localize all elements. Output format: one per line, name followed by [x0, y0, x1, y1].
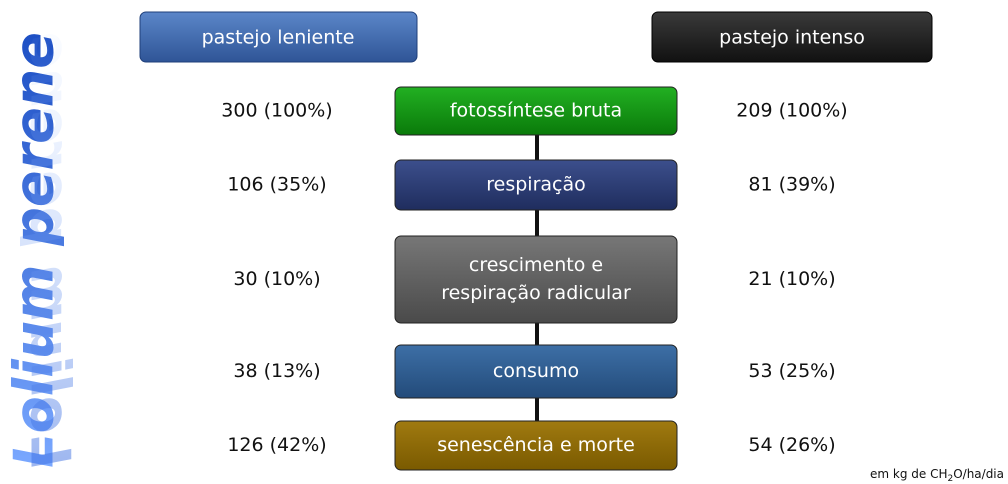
node-box: [394, 344, 678, 399]
rows: fotossíntese bruta 300 (100%) 209 (100%) re…: [221, 86, 848, 471]
header-box: [651, 11, 933, 63]
node-label: consumo: [493, 360, 579, 382]
value-leniente: 300 (100%): [221, 100, 332, 122]
node-box: [394, 420, 678, 471]
title-reflection: Lolium perene: [18, 32, 81, 468]
footnote-text: em kg de CH: [870, 467, 947, 481]
node-label: crescimento e: [469, 254, 603, 276]
header-box: [139, 11, 418, 63]
footnote-text: O/ha/dia: [953, 467, 1004, 481]
header-right: pastejo intenso: [719, 27, 865, 49]
value-intenso: 54 (26%): [748, 434, 835, 456]
value-intenso: 81 (39%): [748, 174, 835, 196]
node-label: respiração: [486, 174, 586, 196]
footnote: em kg de CH2O/ha/dia: [870, 467, 1004, 484]
value-intenso: 21 (10%): [748, 268, 835, 290]
node-box: [394, 86, 678, 136]
value-intenso: 209 (100%): [736, 100, 847, 122]
node-box: [394, 235, 678, 324]
value-intenso: 53 (25%): [748, 360, 835, 382]
value-leniente: 30 (10%): [233, 268, 320, 290]
node-box: [394, 159, 678, 211]
header-left: pastejo leniente: [202, 27, 355, 49]
node-label: fotossíntese bruta: [450, 100, 622, 122]
value-leniente: 106 (35%): [227, 174, 326, 196]
node-label: respiração radicular: [441, 282, 631, 304]
node-label: senescência e morte: [437, 434, 635, 456]
title: Lolium perene: [3, 32, 66, 468]
value-leniente: 126 (42%): [227, 434, 326, 456]
value-leniente: 38 (13%): [233, 360, 320, 382]
footnote-sub: 2: [947, 474, 953, 484]
